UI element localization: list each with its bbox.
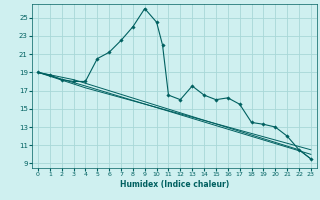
X-axis label: Humidex (Indice chaleur): Humidex (Indice chaleur) (120, 180, 229, 189)
